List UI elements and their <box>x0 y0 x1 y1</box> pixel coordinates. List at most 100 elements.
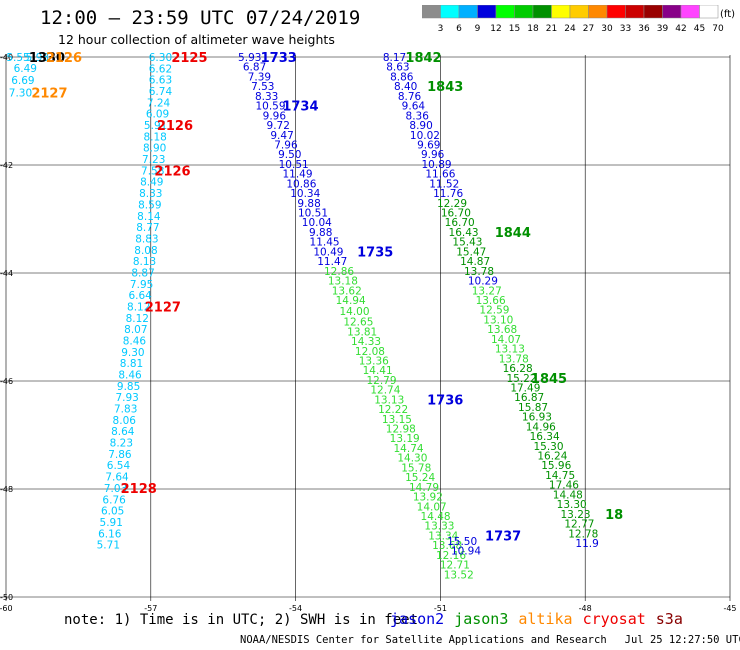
wave-height-value: 12.74 <box>370 385 400 397</box>
wave-height-value: 13.33 <box>424 521 454 533</box>
wave-height-value: 9.96 <box>263 110 287 122</box>
wave-height-value: 10.04 <box>302 217 332 229</box>
lat-tick-label: -46 <box>0 377 13 386</box>
wave-height-value: 11.66 <box>425 169 455 181</box>
wave-height-value: 12.98 <box>386 424 416 436</box>
wave-height-value: 8.87 <box>131 267 154 279</box>
wave-height-value: 8.07 <box>124 324 147 336</box>
track-jason2: 10.29 <box>468 276 498 288</box>
wave-height-value: 13.66 <box>476 295 506 307</box>
wave-height-value: 14.48 <box>421 511 451 523</box>
wave-height-value: 8.81 <box>120 358 143 370</box>
wave-height-value: 6.62 <box>149 63 172 75</box>
wave-height-value: 7.30 <box>9 88 32 100</box>
wave-height-value: 17.46 <box>549 480 579 492</box>
wave-height-value: 16.93 <box>522 412 552 424</box>
pass-time-label: 2128 <box>121 482 157 497</box>
wave-height-value: 16.28 <box>503 363 533 375</box>
wave-height-value: 6.87 <box>243 62 266 74</box>
wave-height-value: 15.24 <box>405 472 435 484</box>
pass-time-label: 2127 <box>31 87 67 102</box>
wave-height-value: 15.96 <box>541 460 571 472</box>
wave-height-value: 12.86 <box>324 266 354 278</box>
wave-height-value: 14.41 <box>363 365 393 377</box>
wave-height-value: 11.45 <box>310 237 340 249</box>
wave-height-value: 8.36 <box>406 110 430 122</box>
lon-tick-label: -45 <box>723 604 736 613</box>
wave-height-value: 6.54 <box>107 460 131 472</box>
pass-time-label: 1842 <box>405 51 441 66</box>
wave-height-value: 6.74 <box>149 86 173 98</box>
wave-height-value: 9.88 <box>297 198 320 210</box>
wave-height-value: 12.79 <box>366 375 396 387</box>
color-bin-label: 27 <box>583 24 594 34</box>
wave-height-value: 5.91 <box>144 120 167 132</box>
wave-height-value: 13.62 <box>332 285 362 297</box>
legend-jason2: jason2 <box>390 610 445 628</box>
wave-height-value: 7.39 <box>248 71 271 83</box>
wave-height-value: 16.24 <box>537 451 567 463</box>
satellite-legend: jason2 jason3 altika cryosat s3a <box>390 610 693 628</box>
credit-timestamp: Jul 25 12:27:50 UTC 2019 <box>624 634 740 646</box>
wave-height-value: 13.13 <box>495 344 525 356</box>
color-bin-label: 24 <box>564 24 576 34</box>
pass-time-label: 1844 <box>495 226 531 241</box>
wave-height-value: 8.23 <box>110 438 133 450</box>
wave-height-value: 13.13 <box>374 394 404 406</box>
wave-height-value: 8.12 <box>127 301 150 313</box>
wave-height-value: 13.10 <box>483 314 513 326</box>
wave-height-value: 13.52 <box>444 569 474 581</box>
track-jason2: 8.178.638.868.408.769.648.368.9010.029.6… <box>383 52 464 200</box>
wave-height-value: 7.53 <box>251 81 274 93</box>
wave-height-value: 14.74 <box>394 443 424 455</box>
wave-height-value: 15.78 <box>401 462 431 474</box>
lon-tick-label: -48 <box>579 604 592 613</box>
wave-height-value: 9.30 <box>121 347 144 359</box>
wave-height-value: 8.63 <box>386 62 409 74</box>
wave-height-value: 16.34 <box>530 431 560 443</box>
wave-height-value: 14.07 <box>417 501 447 513</box>
wave-height-value: 13.18 <box>328 276 358 288</box>
wave-height-value: 12.71 <box>440 560 470 572</box>
wave-height-value: 7.03 <box>104 483 127 495</box>
wave-height-value: 14.00 <box>339 306 369 318</box>
wave-height-value: 11.52 <box>429 178 459 190</box>
wave-height-value: 12.29 <box>437 198 467 210</box>
wave-height-value: 6.69 <box>11 75 34 87</box>
wave-height-value: 6.64 <box>128 290 152 302</box>
wave-height-value: 16.87 <box>514 392 544 404</box>
wave-height-value: 8.40 <box>394 81 417 93</box>
wave-height-value: 10.29 <box>468 276 498 288</box>
wave-height-value: 8.90 <box>409 120 432 132</box>
wave-height-value: 7.58 <box>141 165 164 177</box>
color-bin-label: 15 <box>509 24 520 34</box>
wave-height-value: 5.55 <box>6 52 29 64</box>
wave-height-value: 7.64 <box>105 472 129 484</box>
legend-cryosat: cryosat <box>582 610 646 628</box>
wave-height-value: 8.76 <box>398 91 422 103</box>
wave-height-value: 6.76 <box>102 494 126 506</box>
wave-height-value: 9.85 <box>117 381 140 393</box>
wave-height-value: 8.33 <box>255 91 278 103</box>
credit-line: NOAA/NESDIS Center for Satellite Applica… <box>240 634 740 646</box>
wave-height-value: 10.89 <box>422 159 452 171</box>
lon-tick-label: -54 <box>289 604 302 613</box>
wave-height-value: 10.59 <box>255 101 285 113</box>
wave-height-value: 11.49 <box>282 169 312 181</box>
wave-height-value: 8.64 <box>111 426 135 438</box>
wave-height-value: 15.47 <box>456 246 486 258</box>
color-bin-label: 6 <box>456 24 462 34</box>
color-bin-label: 21 <box>546 24 557 34</box>
wave-height-value: 5.71 <box>97 540 120 552</box>
wave-height-value: 6.49 <box>14 63 37 75</box>
color-bin-label: 33 <box>620 24 631 34</box>
lon-tick-label: -60 <box>0 604 13 613</box>
color-bin-label: 3 <box>438 24 444 34</box>
track-cryosat: 5.555.936.496.697.30 <box>6 52 49 100</box>
map-subtitle: 12 hour collection of altimeter wave hei… <box>58 32 335 47</box>
wave-height-value: 12.08 <box>355 346 385 358</box>
wave-height-value: 15.50 <box>447 536 477 548</box>
wave-height-value: 13.78 <box>499 353 529 365</box>
